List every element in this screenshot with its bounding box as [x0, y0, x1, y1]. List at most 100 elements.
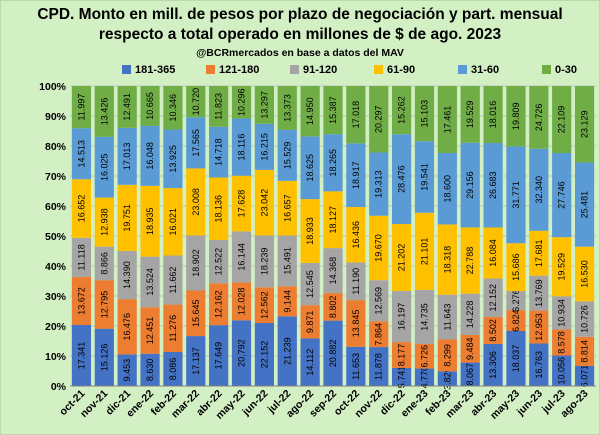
- data-label: 20.297: [374, 105, 384, 133]
- y-tick-label: 40%: [45, 261, 67, 273]
- data-label: 21.239: [282, 337, 292, 365]
- bar-segment: [506, 146, 526, 244]
- data-label: 12.795: [99, 291, 109, 319]
- data-label: 11.643: [442, 304, 452, 331]
- bar-segment: [323, 248, 343, 294]
- data-label: 23.129: [580, 110, 590, 138]
- data-label: 16.197: [397, 303, 407, 331]
- data-label: 17.681: [534, 239, 544, 267]
- y-tick-label: 60%: [45, 201, 67, 213]
- bar-segment: [71, 128, 92, 180]
- data-label: 16.476: [122, 313, 132, 341]
- bar-segment: [552, 355, 572, 386]
- data-label: 8.177: [397, 344, 407, 367]
- bar-segment: [574, 86, 595, 163]
- bar-segment: [71, 325, 92, 386]
- data-label: 15.126: [99, 344, 109, 372]
- data-label: 12.562: [259, 291, 269, 319]
- data-label: 16.048: [145, 142, 155, 170]
- data-label: 15.686: [511, 253, 521, 281]
- data-label: 9.484: [465, 338, 475, 361]
- bar-segment: [140, 307, 160, 354]
- bar-segment: [300, 262, 320, 306]
- data-label: 19.529: [465, 101, 475, 129]
- data-label: 11.823: [214, 93, 224, 120]
- data-label: 17.341: [76, 342, 86, 370]
- bar-segment: [277, 86, 297, 130]
- data-label: 17.628: [237, 190, 247, 218]
- bar-segment: [369, 347, 389, 386]
- data-label: 7.864: [374, 323, 384, 346]
- bar-segment: [300, 86, 320, 137]
- data-label: 12.545: [305, 270, 315, 298]
- data-label: 22.788: [465, 247, 475, 275]
- legend-label: 61-90: [387, 64, 415, 76]
- data-label: 13.845: [351, 310, 361, 338]
- data-label: 6.276: [511, 289, 521, 312]
- bar-segment: [163, 255, 183, 305]
- data-label: 32.340: [534, 176, 544, 204]
- bar-segment: [209, 325, 229, 386]
- bar-segment: [529, 230, 549, 276]
- bar-segment: [437, 224, 457, 295]
- data-label: 19.751: [122, 204, 132, 232]
- bar-segment: [414, 141, 435, 213]
- data-label: 9.453: [122, 359, 132, 382]
- data-label: 13.925: [168, 145, 178, 173]
- bar-segment: [254, 123, 274, 170]
- data-label: 13.426: [99, 98, 109, 126]
- bar-segment: [323, 293, 343, 321]
- data-label: 10.296: [237, 88, 247, 116]
- data-label: 22.152: [259, 341, 269, 369]
- data-label: 14.950: [305, 97, 315, 125]
- bar-segment: [414, 368, 435, 386]
- bar-segment: [323, 320, 343, 386]
- y-tick-label: 100%: [39, 81, 67, 93]
- bar-segment: [392, 290, 412, 343]
- bar-segment: [437, 339, 457, 372]
- bar-segment: [392, 367, 412, 386]
- bar-segment: [506, 310, 526, 332]
- bar-segment: [71, 86, 92, 129]
- bar-segment: [117, 250, 137, 300]
- bar-segment: [346, 143, 366, 208]
- data-label: 11.997: [76, 94, 86, 121]
- data-label: 10.665: [145, 92, 155, 120]
- data-label: 23.042: [259, 189, 269, 217]
- bar-segment: [186, 290, 206, 337]
- bar-segment: [231, 86, 252, 119]
- bar-segment: [392, 342, 412, 368]
- bar-segment: [71, 276, 92, 326]
- bar-segment: [94, 197, 114, 247]
- chart-title: CPD. Monto en mill. de pesos por plazo d…: [37, 6, 563, 23]
- bar-segment: [483, 343, 503, 386]
- bar-segment: [231, 118, 252, 176]
- data-label: 8.578: [557, 331, 567, 354]
- bar-segment: [392, 224, 412, 291]
- data-label: 16.436: [351, 221, 361, 249]
- bar-segment: [186, 235, 206, 291]
- data-label: 14.390: [122, 261, 132, 289]
- y-tick-label: 80%: [45, 141, 67, 153]
- bar-segment: [369, 215, 389, 281]
- data-label: 18.239: [259, 248, 269, 276]
- bar-segment: [369, 152, 389, 216]
- data-label: 25.481: [580, 191, 590, 219]
- bar-segment: [186, 336, 206, 386]
- bar-segment: [163, 351, 183, 386]
- data-label: 24.726: [534, 104, 544, 132]
- data-label: 19.529: [557, 253, 567, 281]
- bar-segment: [369, 321, 389, 348]
- data-label: 15.103: [419, 100, 429, 128]
- bar-segment: [117, 86, 137, 128]
- data-label: 6.824: [511, 309, 521, 332]
- y-tick-label: 20%: [45, 321, 67, 333]
- data-label: 31.771: [511, 181, 521, 209]
- data-label: 13.524: [145, 268, 155, 296]
- data-label: 18.902: [191, 249, 201, 277]
- legend-label: 31-60: [471, 64, 499, 76]
- bar-segment: [529, 343, 549, 386]
- data-label: 15.645: [191, 300, 201, 328]
- data-label: 18.116: [237, 134, 247, 161]
- bar-segment: [437, 86, 457, 154]
